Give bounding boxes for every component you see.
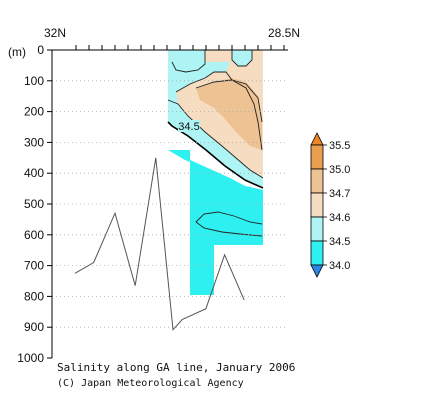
- y-tick-label: 500: [24, 197, 44, 211]
- axes: 0 100 200 300 400 500 600 700 800 900 1000 32N 28.5N…: [8, 26, 300, 365]
- colorbar-label: 34.7: [329, 188, 350, 200]
- credit-text: (C) Japan Meteorological Agency: [57, 378, 244, 389]
- colorbar-top-extension: [310, 132, 324, 146]
- grid: [52, 80, 288, 328]
- y-tick-label: 200: [24, 105, 44, 119]
- surface-pocket-right: [232, 50, 252, 66]
- chart-title: Salinity along GA line, January 2006: [57, 361, 295, 374]
- y-tick-label: 700: [24, 259, 44, 273]
- y-axis-unit-label: (m): [8, 45, 26, 59]
- contour-line: [195, 211, 263, 225]
- colorbar-band: [310, 216, 324, 242]
- colorbar-label: 34.6: [329, 212, 350, 224]
- colorbar-label: 35.0: [329, 164, 350, 176]
- y-tick-label: 600: [24, 228, 44, 242]
- colorbar-band: [310, 168, 324, 194]
- contour-label: 34.5: [178, 121, 199, 133]
- y-tick-label: 400: [24, 166, 44, 180]
- contour-line: [171, 50, 206, 73]
- contour-line: [175, 71, 263, 123]
- colorbar: 35.5 35.0 34.7 34.6 34.5 34.0: [310, 132, 350, 278]
- colorbar-label: 34.0: [329, 260, 350, 272]
- colorbar-band: [310, 144, 324, 170]
- x-label-right: 28.5N: [268, 26, 300, 40]
- surface-pocket-left: [172, 50, 205, 72]
- salinity-field: [167, 50, 264, 295]
- y-tick-label: 900: [24, 320, 44, 334]
- y-tick-label: 1000: [17, 351, 44, 365]
- y-tick-label: 0: [37, 43, 44, 57]
- x-label-left: 32N: [44, 26, 66, 40]
- colorbar-band: [310, 192, 324, 218]
- contour-line: [231, 50, 253, 67]
- bottom-profile: [74, 157, 245, 331]
- y-tick-label: 800: [24, 289, 44, 303]
- contour-label-bg: [178, 120, 200, 132]
- contour-34.5: [167, 121, 264, 189]
- colorbar-label: 35.5: [329, 140, 350, 152]
- band-34.7-35.0: [196, 78, 262, 150]
- colorbar-bottom-extension: [310, 264, 324, 278]
- contour-line: [167, 99, 264, 179]
- contour-line: [195, 221, 263, 237]
- colorbar-label: 34.5: [329, 236, 350, 248]
- bottom-profile-line: [74, 157, 245, 331]
- colorbar-band: [310, 240, 324, 266]
- band-34.0-34.5-lower: [168, 150, 263, 295]
- y-tick-label: 300: [24, 135, 44, 149]
- contour-line: [195, 79, 263, 151]
- y-tick-label: 100: [24, 74, 44, 88]
